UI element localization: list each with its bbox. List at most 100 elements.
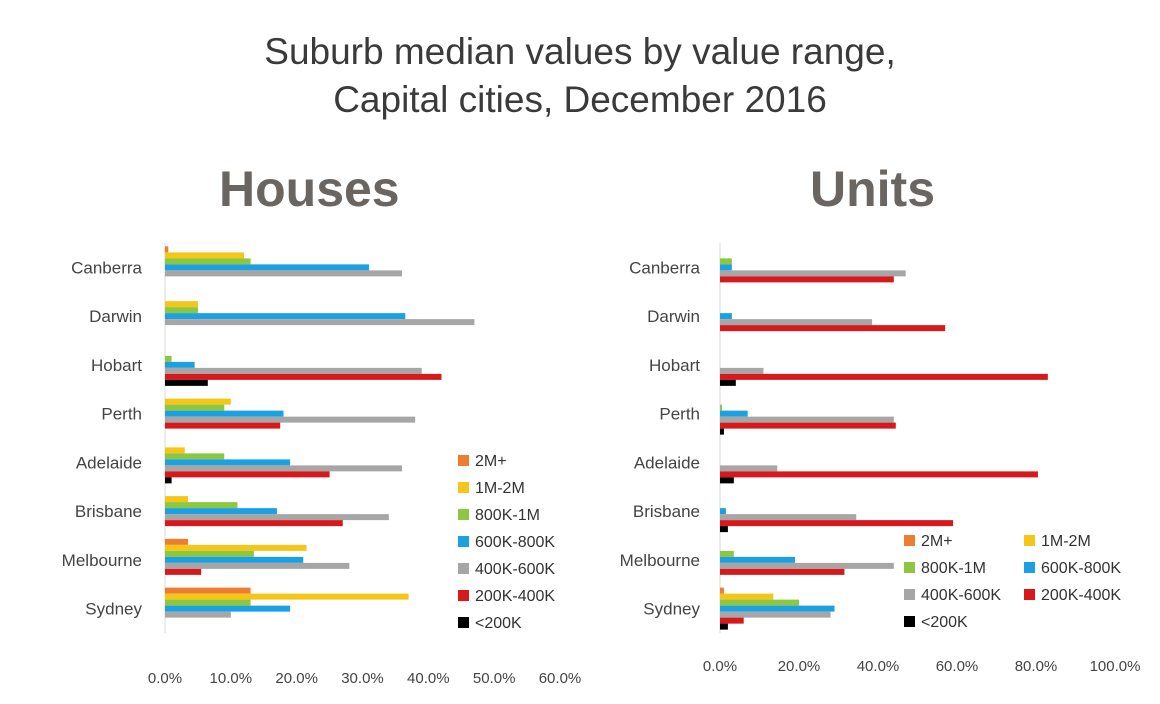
units-legend-swatch	[904, 535, 915, 546]
houses-bar	[165, 246, 169, 253]
houses-x-tick-label: 60.0%	[539, 670, 582, 687]
houses-bar	[165, 313, 406, 320]
units-bar	[720, 313, 732, 320]
units-legend-label: 1M-2M	[1041, 533, 1091, 550]
houses-bar	[165, 252, 244, 259]
houses-category-label: Hobart	[91, 356, 142, 375]
units-legend-label: <200K	[921, 614, 968, 631]
units-bar	[720, 508, 726, 515]
houses-bar	[165, 355, 172, 362]
units-bar	[720, 587, 724, 594]
houses-bar	[165, 264, 370, 271]
units-x-tick-label: 80.0%	[1015, 658, 1058, 675]
houses-category-label: Canberra	[71, 258, 142, 277]
houses-bar	[165, 605, 291, 612]
houses-legend-label: <200K	[475, 615, 522, 632]
houses-bar	[165, 301, 198, 308]
houses-bar	[165, 398, 231, 405]
units-bar	[720, 422, 896, 429]
houses-legend-swatch	[458, 590, 469, 601]
houses-bar	[165, 593, 409, 600]
houses-category-label: Adelaide	[76, 453, 142, 472]
houses-bar	[165, 544, 307, 551]
units-bar	[720, 623, 728, 630]
units-bar	[720, 465, 778, 472]
units-bar	[720, 617, 744, 624]
houses-category-label: Sydney	[85, 600, 142, 619]
units-panel-title: Units	[810, 161, 935, 217]
units-legend-swatch	[1024, 535, 1035, 546]
units-bar	[720, 514, 857, 521]
houses-bar	[165, 447, 185, 454]
houses-bar	[165, 465, 402, 472]
houses-bar	[165, 471, 330, 478]
units-bar	[720, 428, 724, 435]
units-x-tick-label: 0.0%	[703, 658, 737, 675]
houses-legend-label: 1M-2M	[475, 480, 525, 497]
houses-bar	[165, 599, 251, 606]
units-bar	[720, 319, 873, 326]
houses-bar	[165, 373, 442, 380]
units-category-label: Adelaide	[634, 453, 700, 472]
units-bar	[720, 520, 954, 527]
units-legend-swatch	[904, 562, 915, 573]
units-legend-label: 200K-400K	[1041, 587, 1121, 604]
units-x-tick-label: 60.0%	[936, 658, 979, 675]
houses-x-tick-label: 10.0%	[210, 670, 253, 687]
houses-bar	[165, 496, 189, 503]
houses-bar	[165, 587, 251, 594]
houses-legend-label: 600K-800K	[475, 534, 555, 551]
units-category-label: Canberra	[629, 258, 700, 277]
houses-bar	[165, 459, 291, 466]
houses-bar	[165, 611, 231, 618]
houses-x-tick-label: 20.0%	[275, 670, 318, 687]
units-bar	[720, 258, 732, 265]
houses-bar	[165, 379, 208, 386]
houses-legend-swatch	[458, 617, 469, 628]
houses-bar	[165, 410, 284, 417]
houses-bar	[165, 514, 389, 521]
units-bar	[720, 599, 799, 606]
units-legend-label: 600K-800K	[1041, 560, 1121, 577]
units-bar	[720, 605, 835, 612]
units-legend-label: 800K-1M	[921, 560, 986, 577]
units-category-label: Melbourne	[620, 551, 700, 570]
units-bar	[720, 276, 894, 283]
houses-legend-swatch	[458, 563, 469, 574]
units-legend-swatch	[1024, 562, 1035, 573]
units-bar	[720, 471, 1038, 478]
houses-legend-swatch	[458, 482, 469, 493]
houses-category-label: Brisbane	[75, 502, 142, 521]
houses-category-label: Melbourne	[62, 551, 142, 570]
houses-x-tick-label: 50.0%	[473, 670, 516, 687]
houses-bar	[165, 307, 198, 314]
units-legend-label: 400K-600K	[921, 587, 1001, 604]
units-bar	[720, 556, 796, 563]
houses-bar	[165, 270, 402, 277]
units-legend-swatch	[1024, 589, 1035, 600]
houses-bar	[165, 477, 172, 484]
units-bar	[720, 367, 764, 374]
houses-legend-swatch	[458, 455, 469, 466]
houses-legend-label: 200K-400K	[475, 588, 555, 605]
houses-legend-swatch	[458, 536, 469, 547]
houses-bar	[165, 416, 416, 423]
houses-bar	[165, 404, 225, 411]
units-bar	[720, 410, 748, 417]
units-x-tick-label: 40.0%	[857, 658, 900, 675]
houses-category-label: Darwin	[89, 307, 142, 326]
units-category-label: Sydney	[643, 600, 700, 619]
units-bar	[720, 550, 734, 557]
units-bar	[720, 325, 946, 332]
units-bar	[720, 264, 732, 271]
units-bar	[720, 611, 831, 618]
units-x-tick-label: 20.0%	[778, 658, 821, 675]
units-x-tick-label: 100.0%	[1090, 658, 1141, 675]
units-bar	[720, 526, 728, 533]
houses-legend-label: 800K-1M	[475, 507, 540, 524]
houses-x-tick-label: 30.0%	[341, 670, 384, 687]
houses-legend-swatch	[458, 509, 469, 520]
units-category-label: Perth	[659, 405, 700, 424]
houses-x-tick-label: 40.0%	[407, 670, 450, 687]
